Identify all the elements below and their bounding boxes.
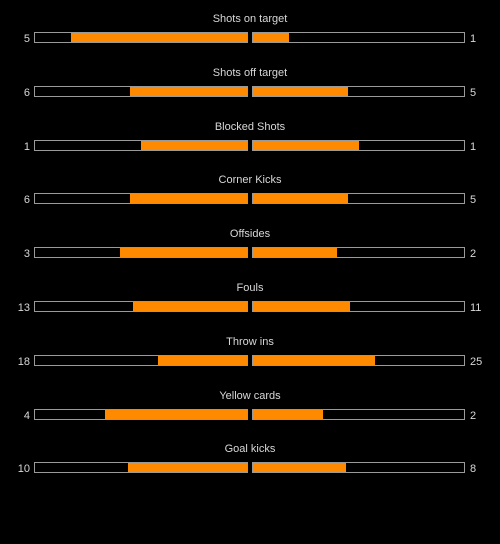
home-bar-track [34, 409, 248, 420]
home-value: 5 [23, 33, 30, 45]
away-value: 5 [470, 194, 477, 206]
away-bar-fill [253, 410, 323, 419]
home-bar-track [34, 193, 248, 204]
stat-label: Blocked Shots [214, 121, 286, 133]
stat-row-corner-kicks: Corner Kicks 6 5 [0, 173, 500, 207]
stat-row-yellow-cards: Yellow cards 4 2 [0, 389, 500, 423]
away-bar-fill [253, 33, 289, 42]
home-bar-fill [141, 141, 247, 150]
away-value: 2 [470, 410, 477, 422]
home-bar-fill [132, 302, 247, 311]
home-value: 10 [17, 463, 30, 475]
home-bar-track [34, 247, 248, 258]
home-bar-fill [71, 33, 247, 42]
home-value: 1 [23, 141, 30, 153]
home-bar-track [34, 355, 248, 366]
away-value: 1 [470, 33, 477, 45]
away-bar-fill [253, 248, 338, 257]
home-bar-fill [157, 356, 247, 365]
away-bar-fill [253, 463, 346, 472]
stat-row-shots-on-target: Shots on target 5 1 [0, 12, 500, 46]
stat-row-goal-kicks: Goal kicks 10 8 [0, 442, 500, 476]
home-value: 13 [17, 302, 30, 314]
away-value: 2 [470, 248, 477, 260]
home-value: 6 [23, 194, 30, 206]
stat-label: Offsides [229, 228, 271, 240]
home-value: 3 [23, 248, 30, 260]
away-bar-fill [253, 87, 348, 96]
stat-label: Shots on target [212, 13, 288, 25]
home-bar-track [34, 140, 248, 151]
away-value: 25 [470, 356, 483, 368]
stat-row-shots-off-target: Shots off target 6 5 [0, 66, 500, 100]
away-bar-track [252, 462, 465, 473]
home-value: 18 [17, 356, 30, 368]
away-value: 5 [470, 87, 477, 99]
away-bar-track [252, 247, 465, 258]
away-bar-track [252, 301, 465, 312]
away-value: 11 [470, 302, 482, 314]
stat-row-offsides: Offsides 3 2 [0, 227, 500, 261]
away-bar-track [252, 140, 465, 151]
home-bar-track [34, 32, 248, 43]
home-bar-fill [119, 248, 247, 257]
home-bar-fill [130, 87, 247, 96]
stat-row-throw-ins: Throw ins 18 25 [0, 335, 500, 369]
away-bar-track [252, 32, 465, 43]
home-bar-fill [104, 410, 247, 419]
away-value: 8 [470, 463, 477, 475]
stat-label: Fouls [236, 282, 264, 294]
stat-label: Throw ins [226, 336, 274, 348]
away-bar-track [252, 193, 465, 204]
stat-label: Shots off target [212, 67, 288, 79]
stat-label: Corner Kicks [218, 174, 282, 186]
home-bar-track [34, 301, 248, 312]
stat-label: Yellow cards [219, 390, 281, 402]
away-value: 1 [470, 141, 477, 153]
away-bar-track [252, 355, 465, 366]
away-bar-fill [253, 194, 348, 203]
away-bar-fill [253, 302, 351, 311]
away-bar-fill [253, 141, 359, 150]
away-bar-track [252, 86, 465, 97]
home-value: 6 [23, 87, 30, 99]
away-bar-track [252, 409, 465, 420]
stat-row-blocked-shots: Blocked Shots 1 1 [0, 120, 500, 154]
home-bar-fill [128, 463, 247, 472]
stat-row-fouls: Fouls 13 11 [0, 281, 500, 315]
home-bar-track [34, 462, 248, 473]
home-bar-fill [130, 194, 247, 203]
home-bar-track [34, 86, 248, 97]
stat-label: Goal kicks [224, 443, 276, 455]
away-bar-fill [253, 356, 376, 365]
home-value: 4 [23, 410, 30, 422]
